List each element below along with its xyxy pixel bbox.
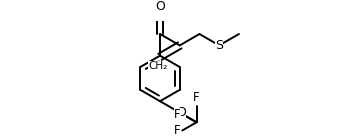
Text: O: O xyxy=(176,106,186,119)
Text: CH₂: CH₂ xyxy=(148,61,168,71)
Text: F: F xyxy=(174,108,181,121)
Text: F: F xyxy=(193,91,200,104)
Text: O: O xyxy=(155,0,165,13)
Text: F: F xyxy=(174,124,181,137)
Text: S: S xyxy=(215,39,223,52)
